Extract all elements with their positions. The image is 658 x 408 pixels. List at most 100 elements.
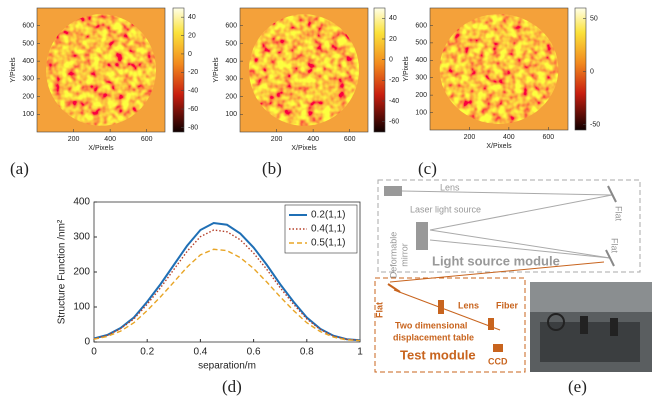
photo-part [580, 316, 588, 334]
y-tick-label: 200 [22, 93, 34, 100]
y-axis-label: Y/Pixels [403, 56, 410, 82]
x-tick-label: 0.6 [247, 347, 261, 358]
module-box [374, 277, 526, 373]
photo-part [610, 318, 618, 336]
beam [389, 261, 605, 283]
colorbar-tick-label: -60 [188, 106, 198, 113]
label: mirror [399, 243, 409, 267]
setup-diagram: Lens Flat Laser light source Deformable … [374, 179, 652, 373]
x-tick-label: 0.4 [193, 347, 207, 358]
y-tick-label: 200 [225, 93, 237, 100]
panel-label: (e) [568, 377, 587, 396]
photo-part [547, 313, 565, 331]
y-tick-label: 500 [22, 40, 34, 47]
flat-icon [607, 185, 617, 203]
x-tick-label: 1 [357, 347, 363, 358]
x-tick-label: 200 [68, 136, 80, 143]
colorbar [373, 7, 386, 133]
y-axis-label: Y/Pixels [10, 57, 17, 83]
fiber-icon [488, 318, 494, 330]
x-tick-label: 200 [271, 136, 283, 143]
ccd-icon [493, 344, 503, 352]
y-tick-label: 500 [415, 40, 427, 47]
y-axis-label: Y/Pixels [213, 57, 220, 83]
colorbar-tick-label: 20 [188, 32, 196, 39]
colorbar-tick-label: -60 [389, 119, 399, 126]
x-tick-label: 0.2 [140, 347, 154, 358]
mirror-icon [416, 222, 428, 250]
laser-icon [384, 186, 402, 196]
label: CCD [488, 356, 508, 366]
x-tick-label: 0.8 [300, 347, 314, 358]
legend-label: 0.5(1,1) [311, 238, 345, 249]
x-tick-label: 600 [344, 136, 356, 143]
colorbar-tick-label: -20 [188, 69, 198, 76]
label: Flat [374, 302, 384, 318]
x-tick-label: 400 [104, 136, 116, 143]
series-line [93, 248, 361, 342]
y-tick-label: 200 [415, 92, 427, 99]
x-axis-label: X/Pixels [291, 145, 317, 152]
y-tick-label: 400 [22, 58, 34, 65]
label: Fiber [496, 300, 519, 310]
label: Deformable [388, 232, 398, 279]
y-tick-label: 300 [415, 75, 427, 82]
label: Laser light source [410, 204, 481, 214]
heatmap-image [45, 14, 157, 126]
y-tick-label: 600 [225, 23, 237, 30]
x-axis-label: separation/m [198, 361, 256, 372]
x-tick-label: 0 [91, 347, 97, 358]
colorbar-tick-label: -20 [389, 77, 399, 84]
x-tick-label: 400 [307, 136, 319, 143]
y-tick-label: 300 [225, 76, 237, 83]
x-tick-label: 600 [141, 136, 153, 143]
label: Lens [458, 300, 479, 310]
colorbar-tick-label: -50 [590, 122, 600, 129]
heatmap-image [248, 14, 360, 126]
series-line [93, 229, 361, 341]
legend-label: 0.4(1,1) [311, 224, 345, 235]
module-title: Test module [400, 347, 476, 362]
panel-label: (d) [222, 377, 242, 396]
y-tick-label: 600 [22, 23, 34, 30]
colorbar-tick-label: -40 [389, 98, 399, 105]
lens-icon [438, 300, 444, 314]
colorbar [172, 7, 185, 133]
y-tick-label: 300 [73, 232, 90, 243]
x-axis-label: X/Pixels [88, 145, 114, 152]
label: Flat [610, 238, 620, 254]
x-axis-label: X/Pixels [486, 143, 512, 150]
colorbar-tick-label: 0 [590, 68, 594, 75]
colorbar [574, 7, 587, 131]
x-tick-label: 200 [464, 134, 476, 141]
colorbar-tick-label: 0 [188, 51, 192, 58]
plot-frame [239, 7, 369, 133]
y-tick-label: 300 [22, 76, 34, 83]
beam [429, 194, 613, 231]
beam [401, 190, 613, 196]
y-tick-label: 100 [415, 109, 427, 116]
beam [393, 289, 501, 331]
y-tick-label: 400 [415, 57, 427, 64]
series-line [93, 221, 361, 342]
module-title: Light source module [432, 253, 560, 268]
legend-label: 0.2(1,1) [311, 210, 345, 221]
y-axis-label: Structure Function /nm² [57, 219, 68, 324]
label: Flat [614, 206, 624, 222]
y-tick-label: 400 [225, 58, 237, 65]
panel-labels: (a) (b) (c) (d) (e) [10, 159, 587, 396]
x-tick-label: 600 [542, 134, 554, 141]
y-tick-label: 100 [22, 111, 34, 118]
plot-frame [429, 7, 569, 131]
colorbar-tick-label: 40 [188, 14, 196, 21]
y-tick-label: 600 [415, 22, 427, 29]
heatmap-image [439, 14, 559, 124]
y-tick-label: 400 [73, 197, 90, 208]
colorbar-tick-label: 20 [389, 36, 397, 43]
y-tick-label: 200 [73, 267, 90, 278]
colorbar-tick-label: 0 [389, 57, 393, 64]
flat-icon [387, 283, 401, 293]
panel-label: (c) [418, 159, 437, 178]
colorbar-tick-label: 50 [590, 15, 598, 22]
y-tick-label: 100 [73, 302, 90, 313]
